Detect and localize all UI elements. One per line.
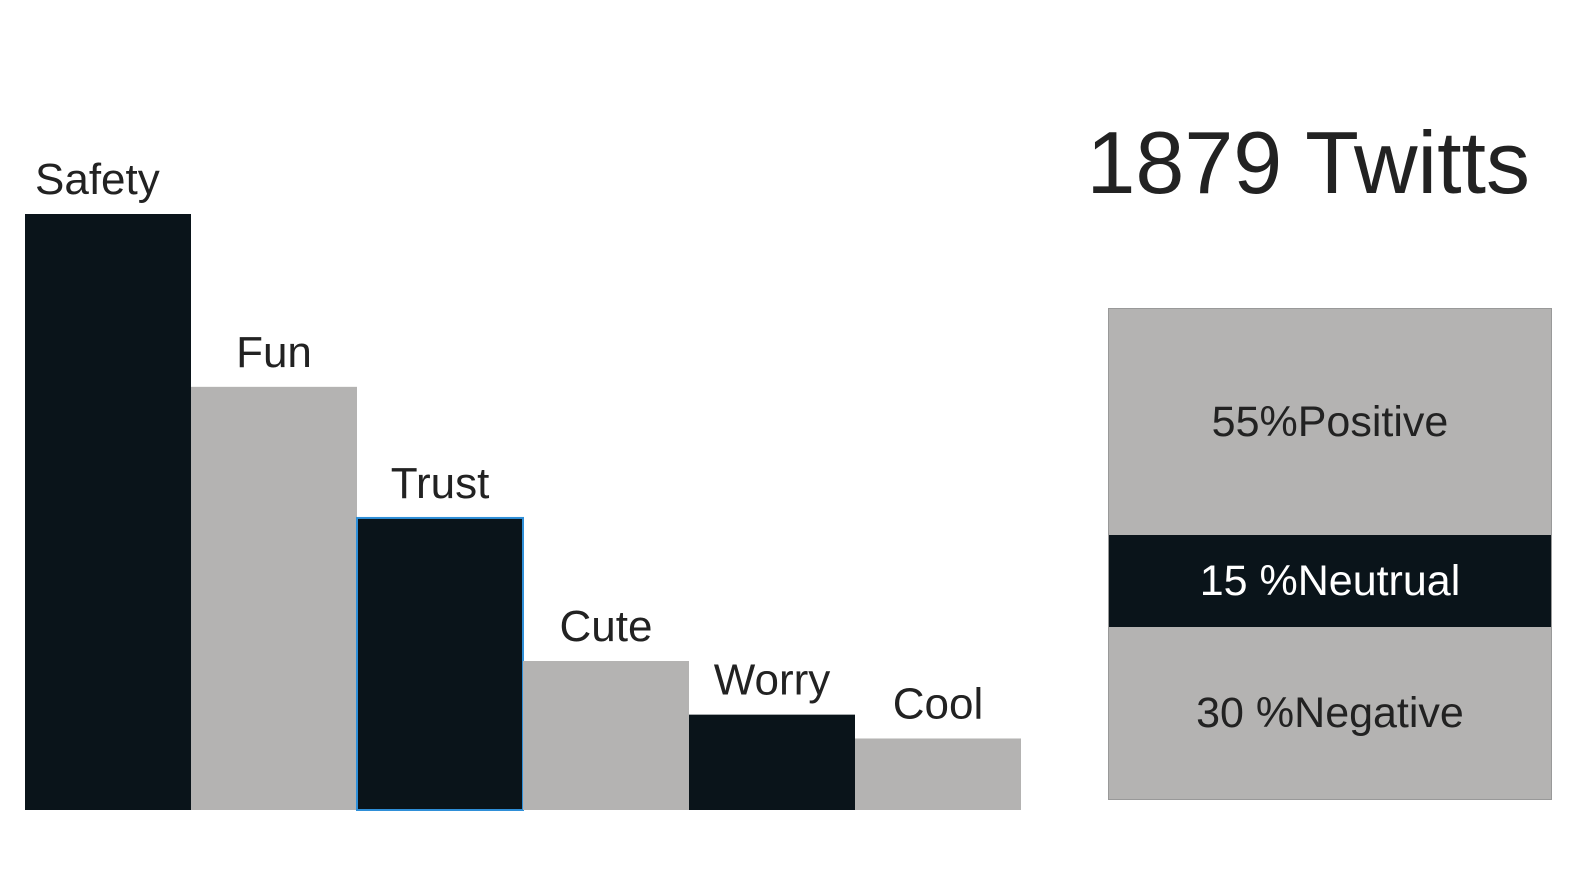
bar-label-cool: Cool <box>893 679 984 728</box>
sentiment-breakdown: 55%Positive 15 %Neutrual 30 %Negative <box>1108 308 1552 800</box>
bar-cool <box>855 738 1021 810</box>
bar-cute <box>523 661 689 810</box>
bar-chart-svg: Safety Fun Trust Cute Worry Cool <box>25 155 1021 812</box>
category-bar-chart: Safety Fun Trust Cute Worry Cool <box>25 155 1021 812</box>
sentiment-neutral-label: 15 %Neutrual <box>1199 556 1461 605</box>
bar-safety <box>25 214 191 810</box>
sentiment-positive-label: 55%Positive <box>1211 397 1449 446</box>
bar-label-fun: Fun <box>236 328 312 377</box>
sentiment-neutral-segment: 15 %Neutrual <box>1109 535 1551 627</box>
sentiment-positive-segment: 55%Positive <box>1109 309 1551 535</box>
bar-worry <box>689 714 855 810</box>
bar-label-worry: Worry <box>714 656 831 705</box>
bar-label-cute: Cute <box>560 602 653 651</box>
bar-label-trust: Trust <box>391 459 490 508</box>
sentiment-negative-label: 30 %Negative <box>1196 688 1464 737</box>
tweet-count-title: 1879 Twitts <box>1086 113 1530 212</box>
sentiment-negative-segment: 30 %Negative <box>1109 627 1551 799</box>
bar-fun <box>191 386 357 810</box>
bar-label-safety: Safety <box>35 155 160 204</box>
bar-trust <box>356 516 524 812</box>
